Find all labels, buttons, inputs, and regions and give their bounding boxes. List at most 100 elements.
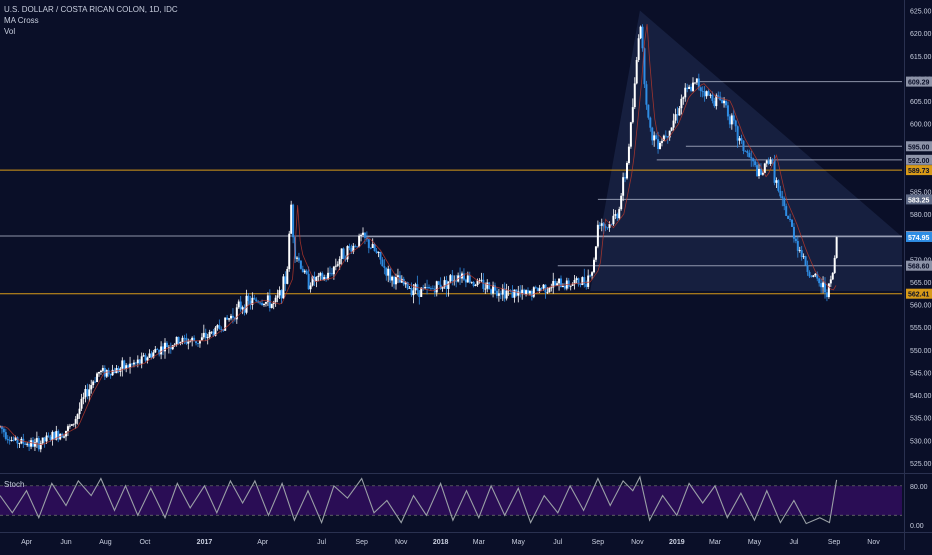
price-tag-bg-0 bbox=[906, 76, 932, 87]
candle-body bbox=[833, 257, 836, 273]
candle-body bbox=[740, 138, 743, 141]
candle-body bbox=[824, 282, 826, 293]
candle-body bbox=[827, 283, 830, 298]
candle-body bbox=[175, 336, 178, 345]
candle-body bbox=[47, 435, 50, 437]
candle-body bbox=[4, 432, 7, 440]
candle-body bbox=[160, 346, 163, 355]
candle-body bbox=[645, 84, 648, 105]
candle-body bbox=[725, 100, 727, 106]
candle-body bbox=[323, 277, 326, 280]
candle-body bbox=[332, 266, 335, 275]
candle-body bbox=[270, 303, 273, 308]
candle-body bbox=[775, 180, 778, 183]
candle-body bbox=[569, 285, 572, 287]
candle-body bbox=[478, 280, 481, 282]
candle-body bbox=[585, 284, 588, 287]
candle-body bbox=[164, 342, 166, 352]
candle-body bbox=[247, 295, 250, 301]
candle-body bbox=[296, 257, 298, 259]
candle-body bbox=[426, 286, 429, 288]
candle-body bbox=[746, 151, 749, 153]
candle-body bbox=[662, 135, 665, 142]
candle-body bbox=[614, 214, 617, 216]
candle-body bbox=[610, 224, 613, 225]
candle-body bbox=[486, 282, 489, 289]
candle-body bbox=[653, 135, 656, 141]
x-tick-label-6: Jul bbox=[317, 539, 326, 546]
candle-body bbox=[396, 275, 399, 277]
candle-body bbox=[814, 273, 817, 276]
price-tag-7: 568.60 bbox=[908, 264, 930, 271]
candle-body bbox=[53, 431, 56, 440]
candle-body bbox=[484, 288, 487, 290]
candle-body bbox=[728, 116, 731, 125]
candle-body bbox=[659, 142, 661, 149]
candle-body bbox=[639, 26, 642, 39]
candle-body bbox=[0, 426, 3, 429]
candle-body bbox=[301, 268, 304, 273]
candle-body bbox=[99, 370, 102, 373]
y-tick-label-19: 530.00 bbox=[910, 438, 932, 445]
indicator-vol[interactable]: Vol bbox=[4, 27, 16, 36]
candle-body bbox=[781, 196, 784, 199]
x-tick-label-2: Aug bbox=[99, 539, 112, 546]
candle-body bbox=[383, 266, 386, 268]
candle-body bbox=[494, 285, 496, 291]
candle-body bbox=[616, 214, 619, 219]
candle-body bbox=[272, 302, 275, 304]
candle-body bbox=[165, 342, 168, 348]
candle-body bbox=[666, 136, 669, 138]
candle-body bbox=[152, 352, 155, 358]
candle-body bbox=[406, 282, 409, 289]
candle-body bbox=[794, 238, 797, 242]
candle-body bbox=[391, 276, 394, 281]
candle-body bbox=[598, 224, 601, 226]
candle-body bbox=[785, 206, 788, 216]
candle-body bbox=[379, 251, 382, 260]
candle-body bbox=[212, 331, 215, 336]
candle-body bbox=[726, 105, 729, 117]
y-tick-label-5: 600.00 bbox=[910, 122, 932, 129]
candle-body bbox=[123, 360, 126, 369]
candle-body bbox=[835, 237, 838, 258]
candle-body bbox=[546, 292, 549, 294]
candle-body bbox=[220, 329, 223, 330]
candle-body bbox=[387, 268, 390, 276]
candle-body bbox=[356, 246, 359, 248]
candle-body bbox=[360, 234, 363, 236]
candle-body bbox=[352, 245, 355, 252]
x-tick-label-8: Nov bbox=[395, 539, 408, 546]
candle-body bbox=[297, 257, 300, 261]
x-tick-label-11: May bbox=[512, 539, 526, 546]
indicator-ma-cross[interactable]: MA Cross bbox=[4, 16, 39, 25]
candle-body bbox=[530, 291, 533, 297]
candle-body bbox=[321, 273, 324, 280]
candle-body bbox=[507, 290, 510, 292]
candle-body bbox=[443, 280, 446, 287]
candle-body bbox=[342, 248, 345, 260]
candle-body bbox=[37, 438, 40, 450]
x-tick-label-0: Apr bbox=[21, 539, 33, 546]
x-tick-label-3: Oct bbox=[139, 539, 150, 546]
x-tick-label-14: Nov bbox=[631, 539, 644, 546]
y-tick-label-15: 550.00 bbox=[910, 348, 932, 355]
candle-body bbox=[633, 83, 636, 108]
candle-body bbox=[41, 437, 44, 444]
y-tick-label-8: 585.00 bbox=[910, 189, 932, 196]
x-tick-label-13: Sep bbox=[592, 539, 605, 546]
candle-body bbox=[191, 337, 194, 341]
candle-body bbox=[311, 276, 314, 286]
candle-body bbox=[264, 302, 267, 304]
candle-body bbox=[179, 341, 182, 344]
candle-body bbox=[266, 295, 269, 303]
candle-body bbox=[381, 259, 384, 267]
candle-body bbox=[581, 277, 584, 285]
candle-body bbox=[204, 332, 207, 338]
candle-body bbox=[362, 232, 364, 235]
stoch-title[interactable]: Stoch bbox=[4, 480, 25, 489]
candle-body bbox=[600, 223, 603, 226]
candle-body bbox=[16, 437, 19, 444]
candle-body bbox=[101, 367, 104, 371]
